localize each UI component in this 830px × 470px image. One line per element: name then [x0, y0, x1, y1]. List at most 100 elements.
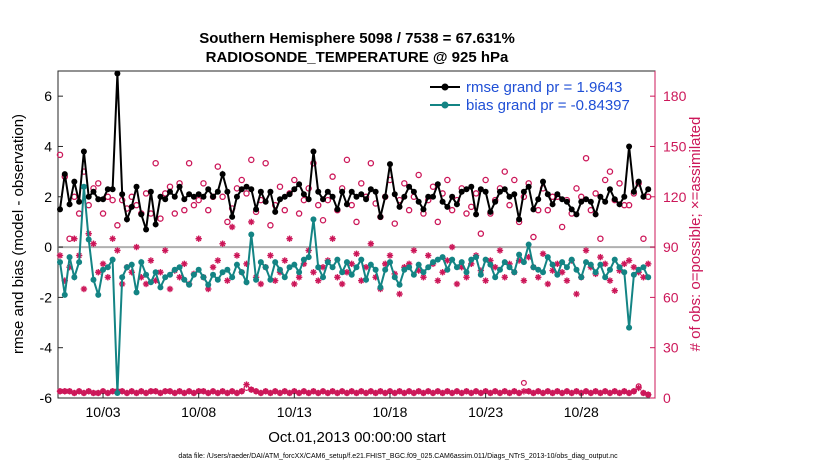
obs-assimilated-low-point	[635, 384, 642, 392]
rmse-point	[61, 171, 68, 178]
bias-point	[147, 279, 154, 286]
obs-assimilated-low-point	[238, 388, 245, 395]
obs-star-stroke	[573, 388, 580, 395]
obs-assimilated-point	[353, 250, 360, 257]
rmse-point	[219, 171, 226, 178]
bias-point	[645, 274, 652, 281]
bias-point	[176, 264, 183, 271]
right-tick-label: 0	[663, 390, 671, 406]
obs-star-stroke	[411, 247, 417, 254]
rmse-point	[621, 193, 628, 200]
obs-assimilated-low-point	[176, 388, 183, 395]
obs-star-stroke	[631, 264, 637, 270]
rmse-point	[233, 193, 240, 200]
bias-point	[540, 269, 547, 276]
bias-point	[554, 271, 561, 278]
obs-star-stroke	[482, 388, 489, 395]
bias-point	[90, 276, 97, 283]
obs-star-stroke	[473, 388, 479, 395]
rmse-point	[511, 191, 518, 198]
obs-star-stroke	[458, 390, 465, 396]
plot-area	[57, 70, 656, 399]
obs-possible-point	[329, 173, 336, 180]
obs-star-stroke	[148, 257, 154, 264]
bias-point	[391, 274, 398, 281]
obs-star-stroke	[195, 235, 202, 242]
obs-star-stroke	[162, 388, 168, 395]
obs-assimilated-point	[544, 280, 551, 288]
obs-star-stroke	[210, 264, 216, 270]
obs-star-stroke	[339, 281, 345, 287]
obs-star-stroke	[57, 252, 63, 259]
obs-star-stroke	[186, 388, 192, 395]
obs-star-stroke	[81, 390, 87, 396]
bias-point	[162, 274, 169, 281]
rmse-point	[377, 213, 384, 220]
obs-assimilated-low-point	[544, 388, 551, 395]
rmse-point	[195, 191, 202, 198]
obs-possible-point	[429, 183, 437, 190]
bias-point	[468, 256, 475, 263]
bias-point	[410, 271, 417, 278]
obs-star-stroke	[616, 390, 623, 396]
obs-possible-point	[511, 176, 518, 184]
bias-series	[57, 183, 652, 396]
obs-star-stroke	[497, 390, 503, 396]
obs-assimilated-low-point	[463, 388, 470, 395]
obs-star-stroke	[583, 247, 589, 254]
rmse-point	[281, 193, 288, 200]
obs-star-stroke	[148, 388, 154, 395]
obs-assimilated-point	[310, 269, 317, 276]
obs-possible-point	[109, 196, 116, 204]
obs-star-stroke	[85, 388, 92, 395]
bias-point	[420, 269, 427, 276]
obs-assimilated-low-point	[310, 388, 317, 395]
obs-star-stroke	[396, 388, 403, 395]
bias-point	[611, 256, 618, 263]
obs-star-stroke	[329, 235, 336, 242]
obs-assimilated-low-point	[601, 388, 609, 395]
obs-possible-point	[343, 156, 351, 164]
right-tick-label: 150	[663, 138, 687, 154]
rmse-point	[176, 183, 183, 190]
obs-star-stroke	[310, 388, 317, 395]
bias-point	[143, 271, 150, 278]
obs-star-stroke	[282, 388, 288, 395]
obs-star-stroke	[626, 390, 632, 396]
obs-assimilated-point	[267, 252, 274, 259]
obs-star-stroke	[497, 247, 503, 254]
obs-assimilated-point	[205, 285, 212, 293]
rmse-point	[587, 198, 594, 205]
obs-star-stroke	[559, 390, 565, 396]
rmse-point	[640, 193, 647, 200]
rmse-point	[597, 193, 604, 200]
rmse-point	[315, 188, 322, 195]
obs-star-stroke	[133, 244, 140, 250]
bias-point	[430, 259, 437, 266]
bias-point	[597, 261, 604, 268]
obs-star-stroke	[602, 261, 608, 267]
bias-point	[190, 271, 197, 278]
obs-assimilated-point	[109, 235, 116, 242]
obs-star-stroke	[420, 274, 427, 280]
obs-assimilated-point	[621, 260, 628, 268]
obs-assimilated-point	[434, 277, 441, 284]
obs-assimilated-low-point	[444, 388, 451, 395]
obs-star-stroke	[105, 274, 111, 280]
obs-star-stroke	[353, 390, 360, 396]
obs-star-stroke	[62, 388, 68, 395]
obs-possible-point	[171, 210, 179, 217]
obs-star-stroke	[234, 252, 240, 259]
obs-assimilated-point	[630, 264, 638, 271]
obs-star-stroke	[277, 390, 283, 396]
obs-assimilated-point	[90, 240, 97, 247]
obs-star-stroke	[607, 277, 613, 284]
bias-point	[434, 256, 441, 263]
rmse-point	[463, 186, 470, 193]
rmse-point	[425, 193, 432, 200]
obs-star-stroke	[310, 269, 317, 275]
bias-point	[305, 254, 312, 261]
x-tick-label: 10/28	[564, 404, 599, 420]
obs-possible-point	[448, 206, 456, 214]
obs-assimilated-point	[214, 257, 222, 264]
